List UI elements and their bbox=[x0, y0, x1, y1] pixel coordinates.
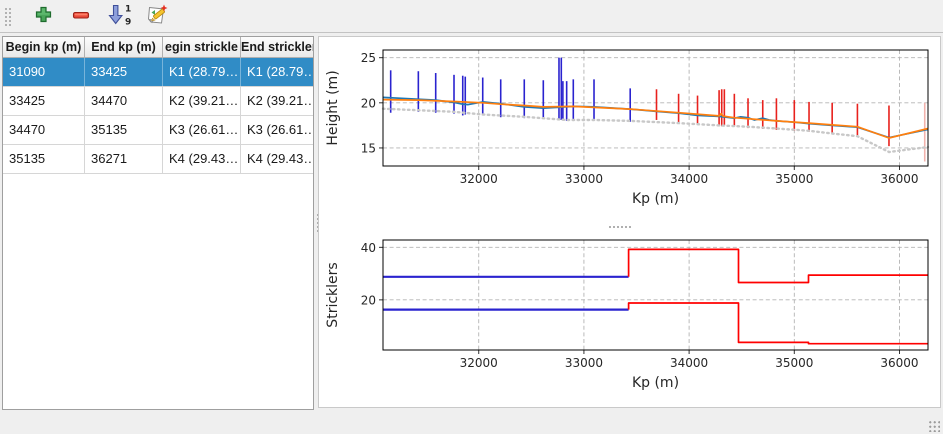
stricklers-zone-table: Begin kp (m) End kp (m) egin strickle En… bbox=[2, 36, 314, 410]
remove-row-button[interactable] bbox=[68, 3, 94, 29]
cell-begin-strickler[interactable]: K3 (26.61… bbox=[163, 116, 241, 144]
table-row[interactable]: 31090 33425 K1 (28.79… K1 (28.79… bbox=[3, 58, 313, 87]
sort-button[interactable]: 1 9 bbox=[106, 3, 132, 29]
svg-text:32000: 32000 bbox=[460, 172, 498, 186]
svg-text:1: 1 bbox=[125, 4, 131, 14]
toolbar-drag-handle[interactable] bbox=[3, 6, 11, 26]
column-header-begin-strickler[interactable]: egin strickle bbox=[163, 37, 241, 57]
cell-end-kp[interactable]: 35135 bbox=[85, 116, 163, 144]
svg-text:34000: 34000 bbox=[670, 356, 708, 370]
svg-text:20: 20 bbox=[361, 96, 376, 110]
column-header-end-kp[interactable]: End kp (m) bbox=[85, 37, 163, 57]
add-row-button[interactable] bbox=[30, 3, 56, 29]
edit-button[interactable] bbox=[144, 3, 170, 29]
svg-text:20: 20 bbox=[361, 293, 376, 307]
svg-text:36000: 36000 bbox=[880, 172, 918, 186]
cell-end-kp[interactable]: 33425 bbox=[85, 58, 163, 86]
height-profile-chart: 32000 33000 34000 35000 36000 15 20 25 Kp (m) Hei… bbox=[325, 49, 930, 207]
chart-panel: 32000 33000 34000 35000 36000 15 20 25 Kp (m) Hei… bbox=[318, 36, 941, 408]
column-header-begin-kp[interactable]: Begin kp (m) bbox=[3, 37, 85, 57]
svg-text:40: 40 bbox=[361, 241, 376, 255]
table-row[interactable]: 35135 36271 K4 (29.43… K4 (29.43… bbox=[3, 145, 313, 174]
svg-text:32000: 32000 bbox=[460, 356, 498, 370]
cell-begin-kp[interactable]: 33425 bbox=[3, 87, 85, 115]
cell-end-kp[interactable]: 36271 bbox=[85, 145, 163, 173]
cell-end-strickler[interactable]: K3 (26.61… bbox=[247, 122, 313, 137]
svg-text:9: 9 bbox=[125, 17, 131, 27]
cell-end-strickler[interactable]: K1 (28.79… bbox=[247, 64, 313, 79]
svg-text:Stricklers: Stricklers bbox=[325, 262, 341, 327]
splitter-grip-icon bbox=[315, 212, 319, 234]
cell-end-strickler[interactable]: K4 (29.43… bbox=[247, 151, 313, 166]
svg-text:25: 25 bbox=[361, 51, 376, 65]
status-bar bbox=[0, 412, 943, 434]
cell-begin-kp[interactable]: 34470 bbox=[3, 116, 85, 144]
panel-splitter-vertical[interactable] bbox=[314, 36, 320, 410]
window-resize-grip-icon[interactable] bbox=[927, 419, 940, 432]
cell-end-kp[interactable]: 34470 bbox=[85, 87, 163, 115]
table-row[interactable]: 34470 35135 K3 (26.61… K3 (26.61… bbox=[3, 116, 313, 145]
stricklers-step-chart: 32000 33000 34000 35000 36000 20 40 Kp (m) Stric… bbox=[325, 239, 929, 391]
svg-text:36000: 36000 bbox=[880, 356, 918, 370]
table-header-row: Begin kp (m) End kp (m) egin strickle En… bbox=[3, 37, 313, 58]
table-row[interactable]: 33425 34470 K2 (39.21… K2 (39.21… bbox=[3, 87, 313, 116]
column-header-end-strickler[interactable]: End strickler bbox=[241, 40, 313, 54]
cell-begin-strickler[interactable]: K2 (39.21… bbox=[163, 87, 241, 115]
minus-icon bbox=[71, 5, 91, 28]
cell-begin-strickler[interactable]: K4 (29.43… bbox=[163, 145, 241, 173]
toolbar: 1 9 bbox=[0, 0, 943, 33]
splitter-grip-icon bbox=[607, 224, 633, 228]
cell-begin-kp[interactable]: 35135 bbox=[3, 145, 85, 173]
svg-text:Kp (m): Kp (m) bbox=[632, 375, 679, 391]
edit-document-pencil-icon bbox=[145, 3, 169, 30]
svg-text:Height (m): Height (m) bbox=[325, 70, 341, 145]
sort-descending-1-9-icon: 1 9 bbox=[107, 3, 131, 30]
chart-splitter-horizontal[interactable] bbox=[319, 222, 940, 230]
svg-text:15: 15 bbox=[361, 141, 376, 155]
cell-begin-strickler[interactable]: K1 (28.79… bbox=[163, 58, 241, 86]
cell-begin-kp[interactable]: 31090 bbox=[3, 58, 85, 86]
plus-icon bbox=[34, 5, 53, 27]
svg-text:35000: 35000 bbox=[775, 172, 813, 186]
svg-text:33000: 33000 bbox=[565, 356, 603, 370]
svg-text:35000: 35000 bbox=[775, 356, 813, 370]
svg-text:34000: 34000 bbox=[670, 172, 708, 186]
cell-end-strickler[interactable]: K2 (39.21… bbox=[247, 93, 313, 108]
svg-text:Kp (m): Kp (m) bbox=[632, 191, 679, 207]
svg-text:33000: 33000 bbox=[565, 172, 603, 186]
